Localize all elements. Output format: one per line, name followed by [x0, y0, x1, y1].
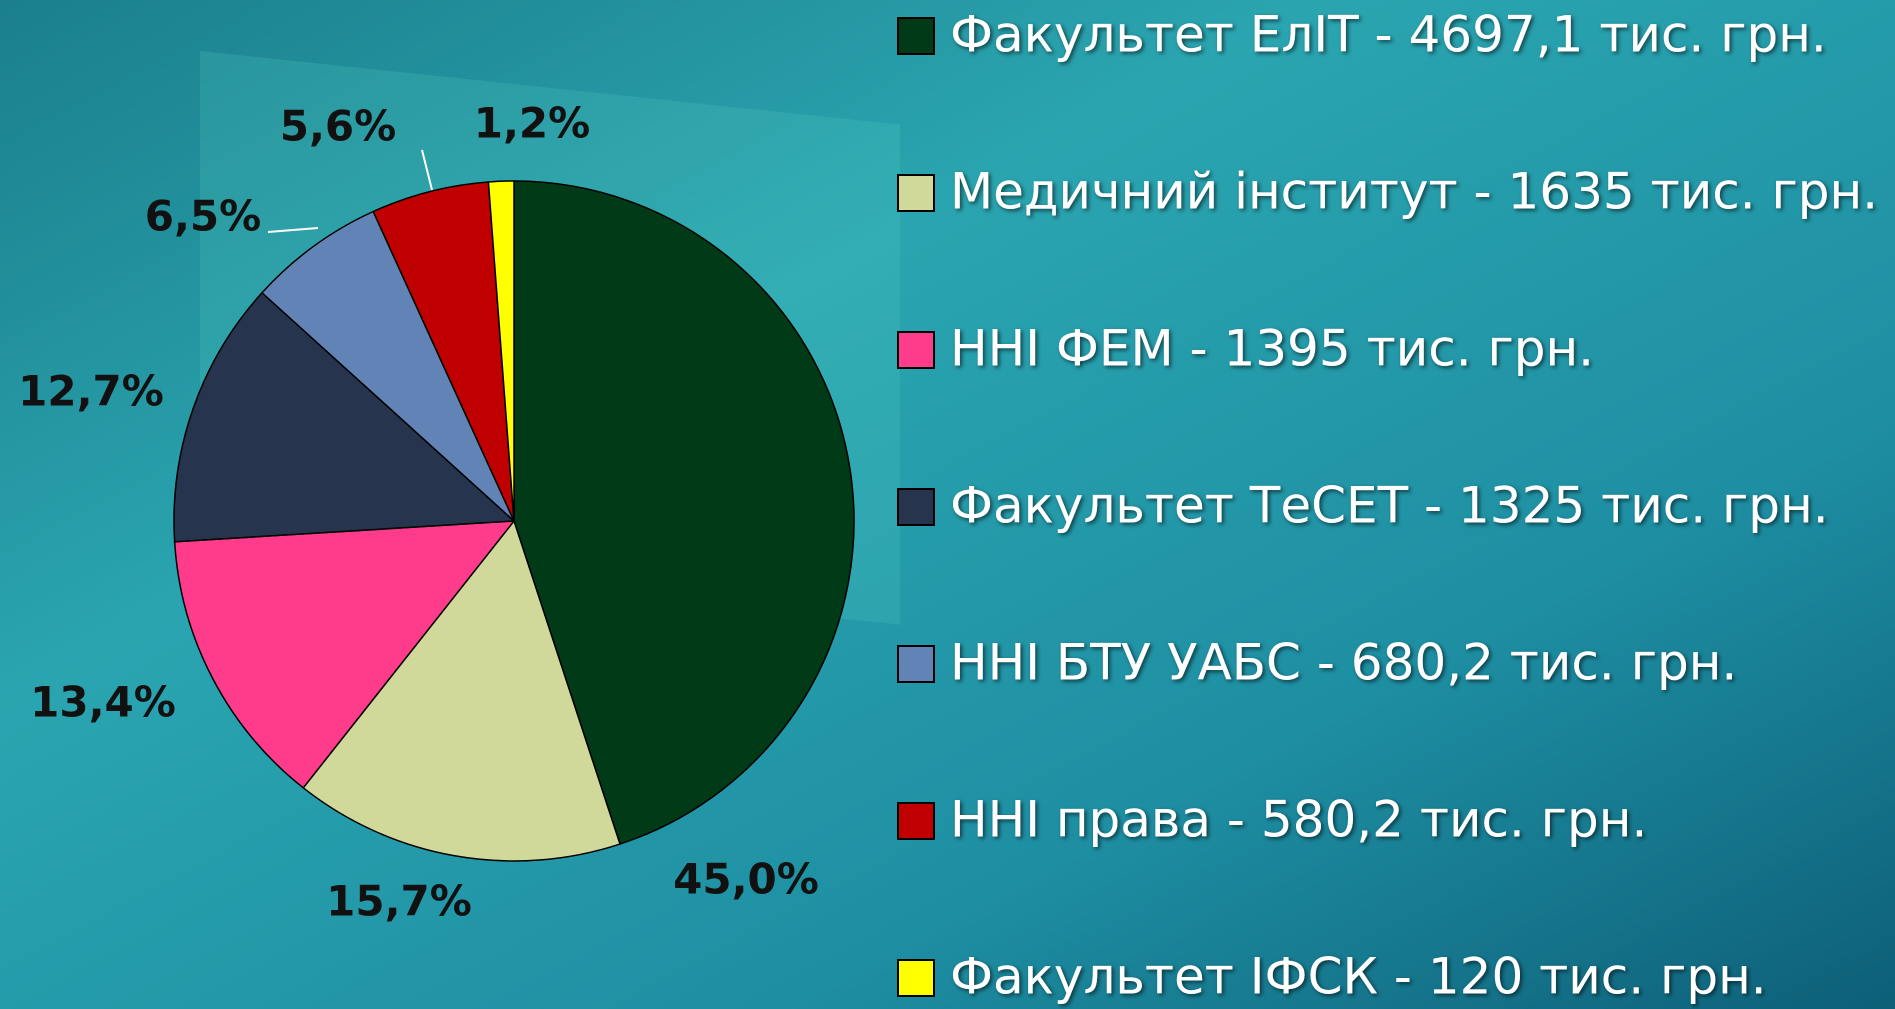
data-label: 12,7%	[18, 367, 164, 416]
legend-label: ННІ ФЕМ - 1395 тис. грн.	[950, 320, 1594, 378]
legend-label: Факультет ІФСК - 120 тис. грн.	[950, 948, 1767, 1006]
legend-swatch	[898, 803, 934, 839]
legend-label: Факультет ТеСЕТ - 1325 тис. грн.	[950, 477, 1829, 535]
chart: 45,0% 15,7% 13,4% 12,7% 6,5% 5,6% 1,2% Факульт…	[0, 0, 1895, 1009]
legend-label: Факультет ЕлІТ - 4697,1 тис. грн.	[950, 6, 1827, 64]
data-label: 45,0%	[673, 855, 819, 904]
data-label: 15,7%	[326, 877, 472, 926]
page: 45,0% 15,7% 13,4% 12,7% 6,5% 5,6% 1,2% Факульт…	[0, 0, 1895, 1009]
data-label: 13,4%	[30, 678, 176, 727]
legend-swatch	[898, 646, 934, 682]
legend-swatch	[898, 18, 934, 54]
legend-label: ННІ БТУ УАБС - 680,2 тис. грн.	[950, 634, 1737, 692]
data-label: 5,6%	[280, 102, 396, 151]
data-label: 6,5%	[145, 192, 261, 241]
legend-swatch	[898, 332, 934, 368]
legend-label: ННІ права - 580,2 тис. грн.	[950, 791, 1647, 849]
legend-label: Медичний інститут - 1635 тис. грн.	[950, 163, 1878, 221]
legend-swatch	[898, 960, 934, 996]
legend-swatch	[898, 175, 934, 211]
data-label: 1,2%	[474, 99, 590, 148]
legend-swatch	[898, 489, 934, 525]
